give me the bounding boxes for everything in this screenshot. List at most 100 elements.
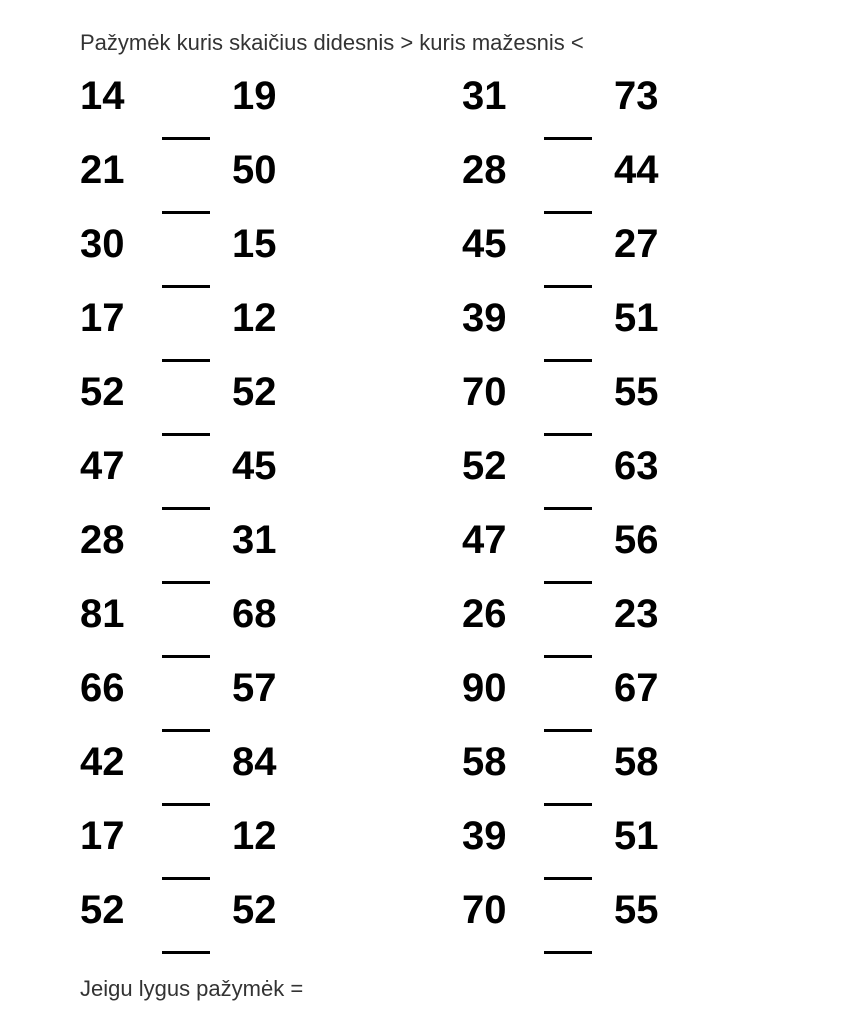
answer-blank[interactable] (544, 211, 592, 214)
number-left: 70 (462, 370, 522, 415)
problem-row: 66 57 (80, 666, 292, 740)
number-right: 51 (614, 296, 674, 341)
problem-row: 17 12 (80, 296, 292, 370)
problem-row: 42 84 (80, 740, 292, 814)
answer-blank[interactable] (544, 137, 592, 140)
number-right: 52 (232, 888, 292, 933)
answer-blank[interactable] (162, 137, 210, 140)
answer-blank[interactable] (162, 433, 210, 436)
number-left: 31 (462, 74, 522, 119)
answer-blank[interactable] (162, 211, 210, 214)
number-right: 68 (232, 592, 292, 637)
answer-blank[interactable] (544, 433, 592, 436)
problem-row: 30 15 (80, 222, 292, 296)
number-right: 63 (614, 444, 674, 489)
number-left: 70 (462, 888, 522, 933)
problem-row: 47 56 (462, 518, 674, 592)
answer-blank[interactable] (544, 359, 592, 362)
problem-row: 26 23 (462, 592, 674, 666)
number-left: 17 (80, 814, 140, 859)
number-left: 14 (80, 74, 140, 119)
problem-row: 52 52 (80, 888, 292, 962)
answer-blank[interactable] (162, 285, 210, 288)
problem-row: 45 27 (462, 222, 674, 296)
number-right: 15 (232, 222, 292, 267)
number-left: 81 (80, 592, 140, 637)
problem-row: 14 19 (80, 74, 292, 148)
number-left: 30 (80, 222, 140, 267)
number-left: 66 (80, 666, 140, 711)
right-column: 31 73 28 44 45 27 39 51 70 55 52 63 (462, 74, 674, 962)
number-left: 47 (80, 444, 140, 489)
number-left: 45 (462, 222, 522, 267)
number-left: 52 (80, 888, 140, 933)
left-column: 14 19 21 50 30 15 17 12 52 52 47 45 (80, 74, 292, 962)
problem-row: 47 45 (80, 444, 292, 518)
answer-blank[interactable] (162, 877, 210, 880)
answer-blank[interactable] (544, 655, 592, 658)
number-left: 47 (462, 518, 522, 563)
problem-row: 52 52 (80, 370, 292, 444)
number-left: 52 (462, 444, 522, 489)
answer-blank[interactable] (544, 951, 592, 954)
answer-blank[interactable] (544, 803, 592, 806)
answer-blank[interactable] (162, 507, 210, 510)
number-left: 58 (462, 740, 522, 785)
problem-row: 39 51 (462, 814, 674, 888)
answer-blank[interactable] (162, 581, 210, 584)
instruction-bottom: Jeigu lygus pažymėk = (80, 976, 769, 1002)
answer-blank[interactable] (544, 581, 592, 584)
number-right: 73 (614, 74, 674, 119)
answer-blank[interactable] (544, 729, 592, 732)
answer-blank[interactable] (544, 285, 592, 288)
instruction-top: Pažymėk kuris skaičius didesnis > kuris … (80, 30, 769, 56)
problem-row: 31 73 (462, 74, 674, 148)
number-right: 50 (232, 148, 292, 193)
answer-blank[interactable] (162, 951, 210, 954)
answer-blank[interactable] (544, 507, 592, 510)
problem-row: 17 12 (80, 814, 292, 888)
number-right: 57 (232, 666, 292, 711)
number-right: 84 (232, 740, 292, 785)
problem-row: 81 68 (80, 592, 292, 666)
number-left: 21 (80, 148, 140, 193)
number-right: 51 (614, 814, 674, 859)
problem-row: 52 63 (462, 444, 674, 518)
worksheet-grid: 14 19 21 50 30 15 17 12 52 52 47 45 (80, 74, 769, 962)
number-left: 39 (462, 296, 522, 341)
problem-row: 28 44 (462, 148, 674, 222)
answer-blank[interactable] (162, 729, 210, 732)
answer-blank[interactable] (544, 877, 592, 880)
number-right: 19 (232, 74, 292, 119)
answer-blank[interactable] (162, 803, 210, 806)
answer-blank[interactable] (162, 359, 210, 362)
problem-row: 39 51 (462, 296, 674, 370)
number-right: 45 (232, 444, 292, 489)
number-right: 27 (614, 222, 674, 267)
number-right: 58 (614, 740, 674, 785)
number-left: 28 (80, 518, 140, 563)
number-right: 67 (614, 666, 674, 711)
number-left: 28 (462, 148, 522, 193)
number-right: 12 (232, 814, 292, 859)
number-right: 55 (614, 888, 674, 933)
number-right: 55 (614, 370, 674, 415)
problem-row: 21 50 (80, 148, 292, 222)
number-left: 42 (80, 740, 140, 785)
number-right: 56 (614, 518, 674, 563)
problem-row: 70 55 (462, 370, 674, 444)
problem-row: 28 31 (80, 518, 292, 592)
problem-row: 90 67 (462, 666, 674, 740)
number-left: 52 (80, 370, 140, 415)
number-right: 52 (232, 370, 292, 415)
number-right: 12 (232, 296, 292, 341)
problem-row: 58 58 (462, 740, 674, 814)
problem-row: 70 55 (462, 888, 674, 962)
number-left: 39 (462, 814, 522, 859)
number-left: 26 (462, 592, 522, 637)
number-right: 44 (614, 148, 674, 193)
number-left: 17 (80, 296, 140, 341)
number-right: 23 (614, 592, 674, 637)
answer-blank[interactable] (162, 655, 210, 658)
number-right: 31 (232, 518, 292, 563)
